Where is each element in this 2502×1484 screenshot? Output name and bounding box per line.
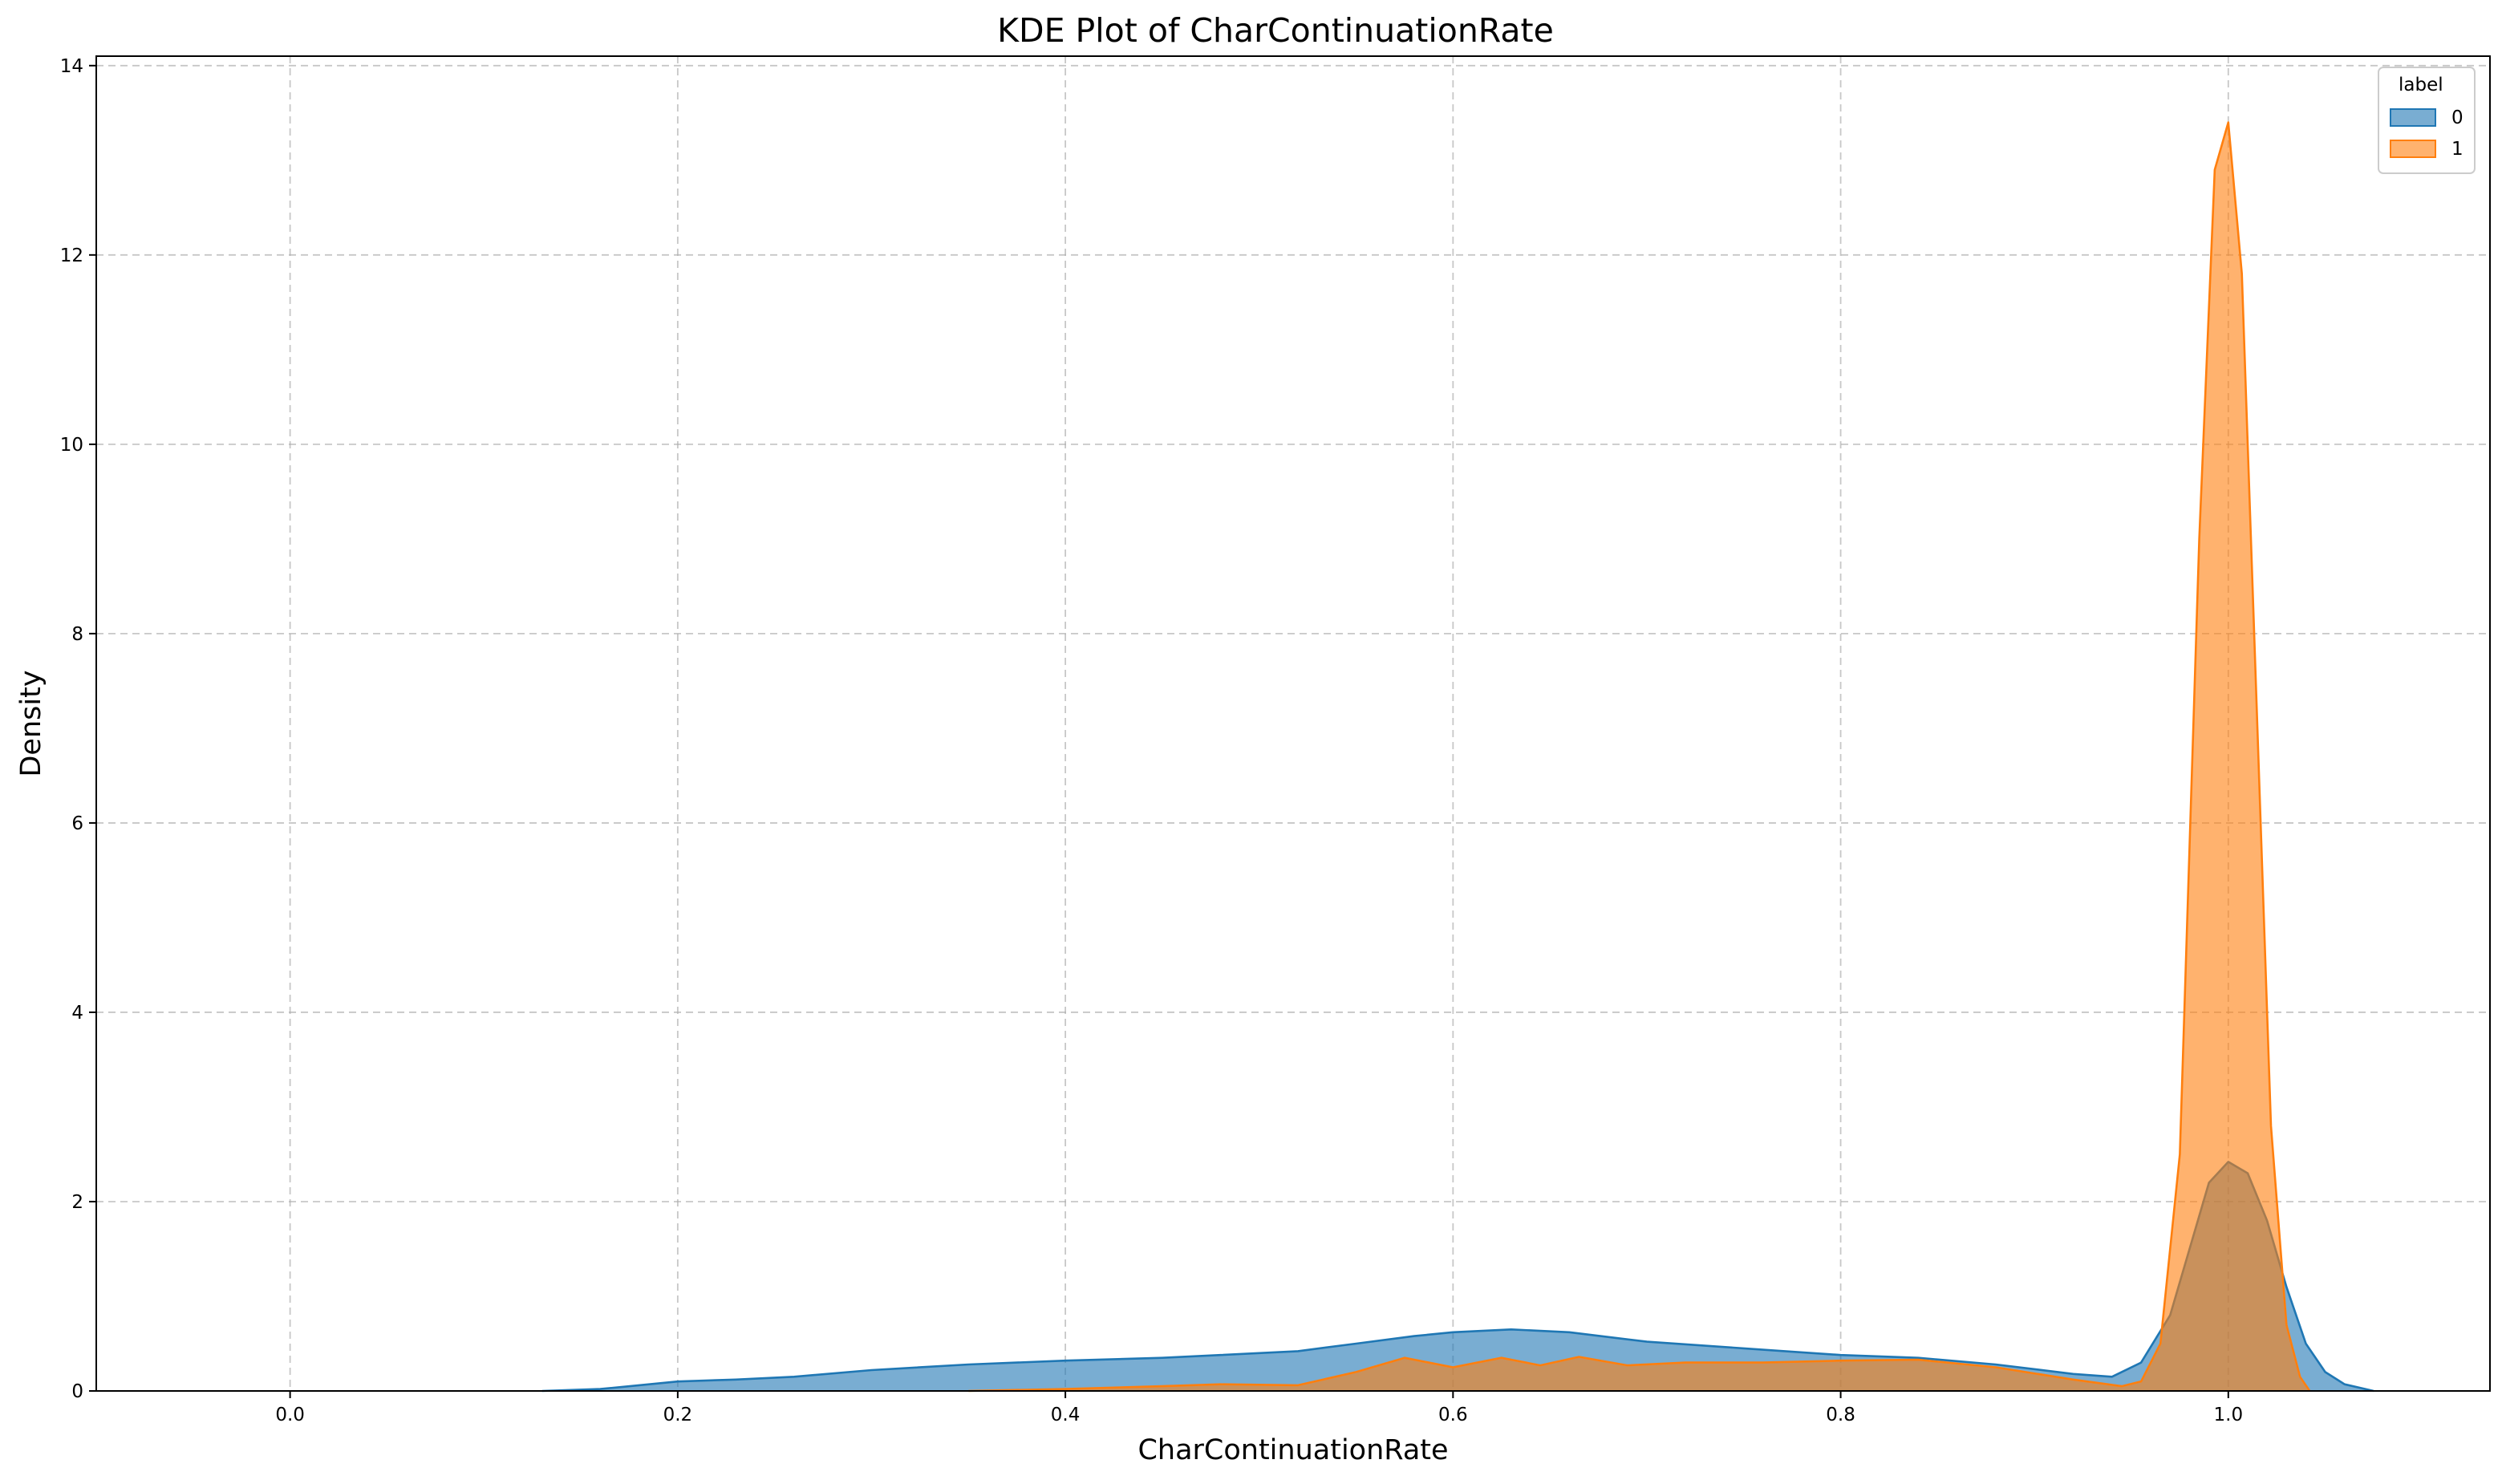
series-line-1 (968, 121, 2311, 1393)
series-area-0 (541, 1162, 2374, 1391)
x-tick-label: 0.0 (275, 1405, 305, 1425)
legend-label-1: 1 (2451, 139, 2463, 160)
legend-title: label (2399, 75, 2443, 95)
legend-swatch-0 (2390, 108, 2436, 127)
y-tick-label: 2 (71, 1192, 83, 1213)
plot-frame (95, 55, 2491, 1392)
y-tick-label: 0 (71, 1381, 83, 1402)
y-tick-label: 4 (71, 1003, 83, 1024)
legend-swatch-1 (2390, 140, 2436, 158)
legend: label 01 (2378, 67, 2476, 174)
grid (96, 56, 2490, 1392)
legend-entries: 01 (2390, 107, 2463, 160)
y-axis-label: Density (15, 670, 47, 776)
x-tick-label: 1.0 (2214, 1405, 2244, 1425)
x-tick-label: 0.6 (1438, 1405, 1468, 1425)
y-tick-label: 8 (71, 624, 83, 645)
axis-ticks: 0.0 0.2 0.4 0.6 0.8 1.0 0 2 4 6 8 10 12 14 (60, 56, 2243, 1425)
y-tick-label: 14 (60, 56, 83, 77)
y-tick-label: 6 (71, 813, 83, 834)
y-tick-label: 10 (60, 435, 83, 456)
x-tick-label: 0.2 (663, 1405, 693, 1425)
legend-label-0: 0 (2451, 107, 2463, 128)
x-axis-label: CharContinuationRate (1137, 1434, 1448, 1466)
x-tick-label: 0.8 (1826, 1405, 1855, 1425)
y-tick-label: 12 (60, 245, 83, 266)
series-areas (541, 121, 2374, 1393)
x-tick-label: 0.4 (1051, 1405, 1081, 1425)
chart-title: KDE Plot of CharContinuationRate (997, 11, 1554, 50)
series-area-1 (968, 122, 2310, 1392)
